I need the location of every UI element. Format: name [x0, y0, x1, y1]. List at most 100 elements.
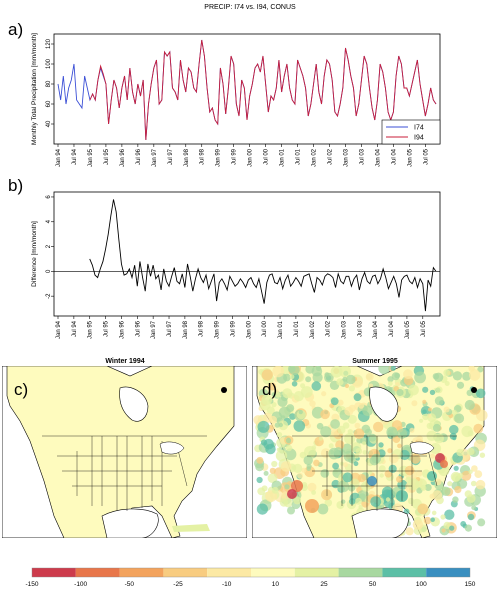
- chart-b-ytick-label-1: 0: [46, 269, 52, 273]
- chart-a-xtick-label-16: Jan 02: [312, 148, 318, 167]
- colorbar-bin-3: [163, 568, 208, 577]
- anomaly-blob: [378, 465, 386, 473]
- anomaly-blob: [430, 517, 435, 522]
- anomaly-blob: [452, 496, 459, 503]
- map-title-winter: Winter 1994: [105, 358, 145, 365]
- great-lakes: [409, 441, 435, 455]
- anomaly-blob: [422, 399, 427, 404]
- chart-a-ylabel: Monthly Total Precipitation [mm/month]: [31, 33, 38, 145]
- chart-a-legend: [381, 119, 441, 145]
- anomaly-blob: [293, 463, 303, 473]
- anomaly-blob: [348, 385, 355, 392]
- anomaly-blob: [368, 433, 377, 442]
- chart-b-xtick-label-23: Jul 05: [421, 320, 427, 337]
- anomaly-blob: [353, 461, 359, 467]
- anomaly-blob: [384, 470, 392, 478]
- map-title-summer: Summer 1995: [352, 358, 398, 365]
- colorbar-tick-label-3: -25: [173, 581, 183, 588]
- map-c-winter-1994: [2, 366, 247, 538]
- gulf-of-mexico: [351, 508, 409, 538]
- anomaly-blob: [370, 496, 382, 507]
- chart-a-xtick-label-14: Jan 01: [280, 148, 286, 167]
- anomaly-blob: [320, 409, 330, 420]
- anomaly-blob: [282, 388, 293, 399]
- chart-b-series-line-0: [89, 199, 437, 312]
- anomaly-blob: [449, 424, 459, 435]
- panel-label-d: d): [262, 380, 278, 399]
- anomaly-blob: [449, 525, 455, 531]
- chart-b-difference: -2 0 2 4 6 Difference [mm/month] Jan 94 Jul 94 J…: [31, 191, 441, 339]
- hudson-bay: [119, 386, 149, 422]
- colorbar-bin-2: [119, 568, 164, 577]
- anomaly-blob: [424, 484, 432, 491]
- anomaly-blob: [277, 396, 288, 407]
- anomaly-blob: [408, 497, 415, 505]
- chart-b-xtick-label-10: Jan 99: [215, 320, 221, 339]
- anomaly-blob: [320, 426, 332, 438]
- chart-b-xtick-label-19: Jul 03: [357, 320, 363, 337]
- anomaly-blob: [305, 366, 315, 374]
- great-lakes: [159, 441, 185, 455]
- colorbar-bin-6: [294, 568, 339, 577]
- colorbar-tick-label-2: -50: [125, 581, 135, 588]
- anomaly-blob: [256, 476, 263, 484]
- anomaly-hotspot: [440, 460, 448, 468]
- anomaly-blob: [276, 432, 283, 438]
- chart-b-xtick-label-1: Jul 94: [72, 320, 78, 337]
- chart-b-xtick-label-17: Jul 02: [326, 320, 332, 337]
- anomaly-blob: [412, 519, 424, 530]
- panel-label-b: b): [8, 176, 24, 195]
- colorbar-tick-label-1: -100: [74, 581, 87, 588]
- anomaly-blob: [301, 467, 307, 473]
- chart-a-xtick-label-12: Jan 00: [248, 148, 254, 167]
- anomaly-blob: [305, 376, 312, 383]
- anomaly-blob: [453, 465, 459, 471]
- anomaly-blob: [332, 462, 339, 470]
- anomaly-blob: [256, 456, 264, 464]
- chart-a-precipitation: 40 60 80 100 120 Monthly Total Precipitation …: [31, 33, 441, 167]
- anomaly-blob: [300, 383, 306, 389]
- chart-a-xtick-label-18: Jan 03: [343, 148, 349, 167]
- anomaly-blob: [293, 496, 302, 505]
- anomaly-blob: [469, 369, 481, 381]
- anomaly-blob: [422, 409, 427, 415]
- anomaly-blob: [306, 463, 312, 469]
- anomaly-blob: [347, 414, 357, 424]
- anomaly-blob: [321, 489, 333, 501]
- chart-a-xtick-label-8: Jan 98: [184, 148, 190, 167]
- anomaly-blob: [300, 386, 313, 398]
- colorbar-bin-1: [75, 568, 120, 577]
- anomaly-blob: [337, 480, 350, 493]
- chart-b-ytick-label-4: 6: [46, 195, 52, 199]
- anomaly-blob: [320, 448, 331, 458]
- anomaly-blob: [271, 402, 277, 408]
- anomaly-blob: [432, 490, 443, 501]
- anomaly-blob: [328, 443, 334, 449]
- chart-b-xtick-label-12: Jan 00: [246, 320, 252, 339]
- chart-b-ytick-label-2: 2: [46, 244, 52, 248]
- anomaly-blob: [353, 393, 362, 402]
- anomaly-blob: [309, 400, 316, 407]
- chart-a-xtick-label-4: Jan 96: [120, 148, 126, 167]
- anomaly-blob: [353, 428, 365, 439]
- anomaly-blob: [440, 514, 446, 520]
- colorbar-tick-label-7: 50: [369, 581, 377, 588]
- land-mass: [6, 366, 235, 538]
- chart-a-xtick-label-13: Jul 00: [264, 148, 270, 165]
- anomaly-blob: [468, 469, 473, 474]
- anomaly-blob: [452, 436, 457, 441]
- chart-a-xtick-label-3: Jul 95: [104, 148, 110, 165]
- anomaly-blob: [313, 459, 320, 467]
- chart-b-xtick-label-22: Jan 05: [405, 320, 411, 339]
- anomaly-blob: [297, 472, 303, 479]
- chart-b-xtick-label-3: Jul 95: [104, 320, 110, 337]
- anomaly-blob: [320, 469, 330, 478]
- anomaly-blob: [428, 407, 432, 412]
- anomaly-blob: [430, 443, 442, 454]
- anomaly-blob: [434, 396, 444, 406]
- anomaly-blob: [358, 504, 363, 510]
- anomaly-blob: [470, 480, 477, 487]
- anomaly-blob: [466, 494, 476, 503]
- anomaly-blob: [365, 372, 374, 381]
- hudson-bay: [369, 386, 399, 422]
